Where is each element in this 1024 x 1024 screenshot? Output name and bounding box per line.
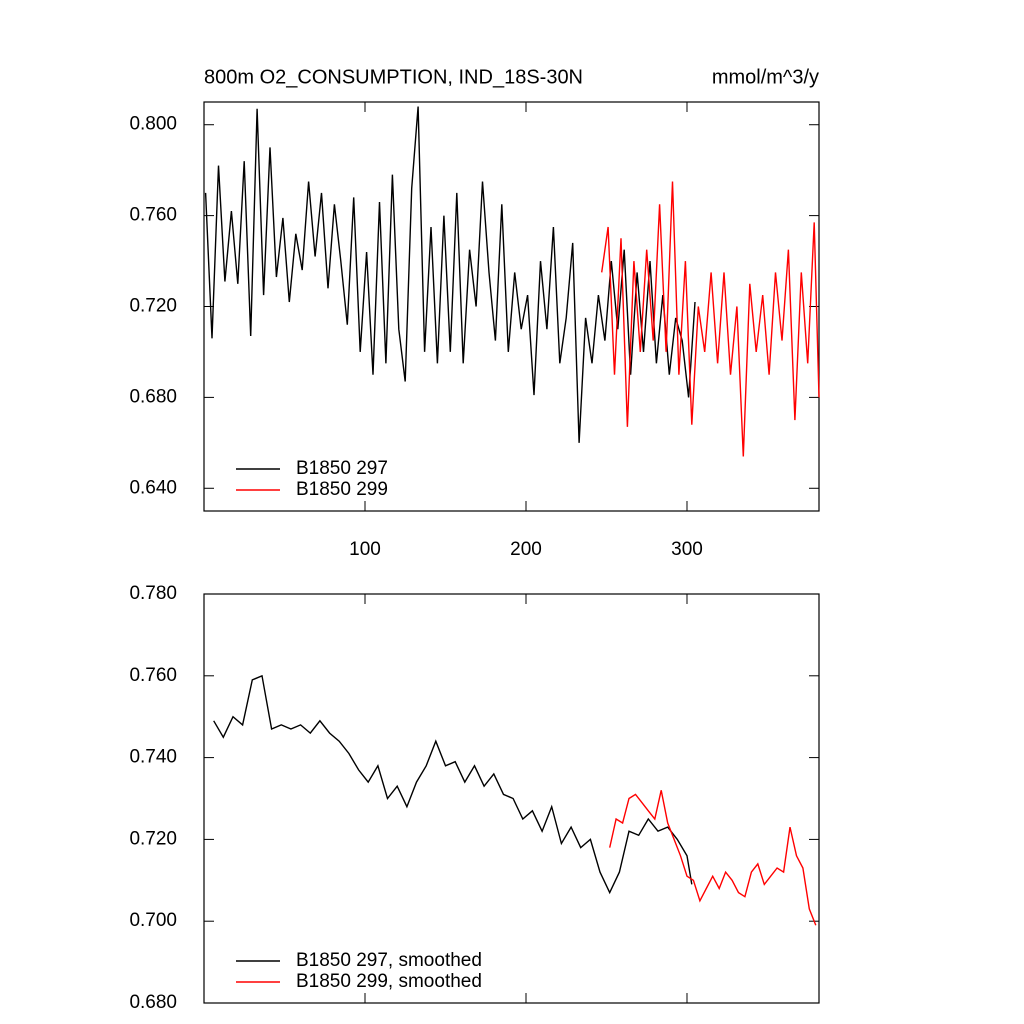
series-line	[204, 106, 696, 443]
y-tick-label: 0.740	[129, 747, 177, 768]
y-tick-label: 0.680	[129, 386, 177, 407]
y-tick-label: 0.700	[129, 910, 177, 931]
series-line	[601, 181, 820, 457]
plot-frame	[203, 593, 820, 1004]
y-tick-label: 0.680	[129, 992, 177, 1013]
legend-label: B1850 299	[296, 479, 388, 500]
chart-title: 800m O2_CONSUMPTION, IND_18S-30N	[204, 66, 583, 88]
x-tick-label: 200	[510, 539, 542, 560]
x-tick-label: 300	[671, 539, 703, 560]
y-tick-label: 0.640	[129, 477, 177, 498]
y-tick-label: 0.760	[129, 665, 177, 686]
legend-label: B1850 297, smoothed	[296, 950, 482, 971]
x-tick-label: 100	[349, 539, 381, 560]
y-tick-label: 0.800	[129, 114, 177, 135]
y-tick-label: 0.780	[129, 583, 177, 604]
series-line	[213, 674, 693, 895]
y-tick-label: 0.720	[129, 296, 177, 317]
units-label: mmol/m^3/y	[712, 66, 819, 88]
legend-label: B1850 297	[296, 458, 388, 479]
y-tick-label: 0.720	[129, 828, 177, 849]
legend-label: B1850 299, smoothed	[296, 971, 482, 992]
y-tick-label: 0.760	[129, 205, 177, 226]
series-line	[609, 790, 817, 926]
